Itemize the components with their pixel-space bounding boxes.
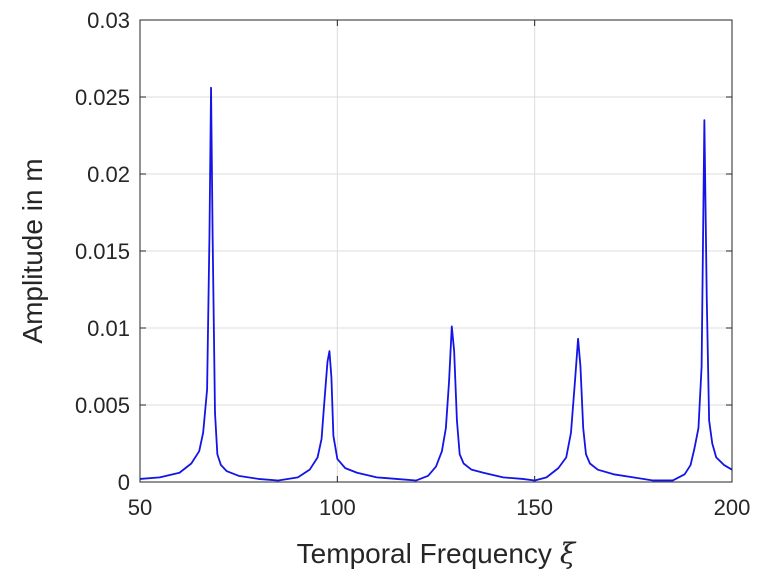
y-axis-label: Amplitude in m: [17, 158, 48, 343]
x-tick-label: 200: [714, 495, 751, 520]
plot-frame: [139, 19, 733, 483]
x-axis-label-text: Temporal Frequency: [297, 538, 552, 569]
x-tick-labels: 50 100 150 200: [128, 495, 751, 520]
y-tick-label: 0.015: [75, 239, 130, 264]
x-axis-label: Temporal Frequency ξ: [297, 537, 577, 570]
x-tick-label: 50: [128, 495, 152, 520]
grid-lines: [140, 20, 732, 482]
y-tick-label: 0.025: [75, 85, 130, 110]
x-tick-label: 150: [516, 495, 553, 520]
y-tick-label: 0.02: [87, 162, 130, 187]
y-tick-label: 0: [118, 470, 130, 495]
x-axis-symbol: ξ: [560, 537, 577, 570]
y-tick-label: 0.01: [87, 316, 130, 341]
y-tick-labels: 0 0.005 0.01 0.015 0.02 0.025 0.03: [75, 8, 130, 495]
y-tick-label: 0.005: [75, 393, 130, 418]
series-line: [139, 86, 733, 482]
x-tick-label: 100: [319, 495, 356, 520]
y-tick-label: 0.03: [87, 8, 130, 33]
